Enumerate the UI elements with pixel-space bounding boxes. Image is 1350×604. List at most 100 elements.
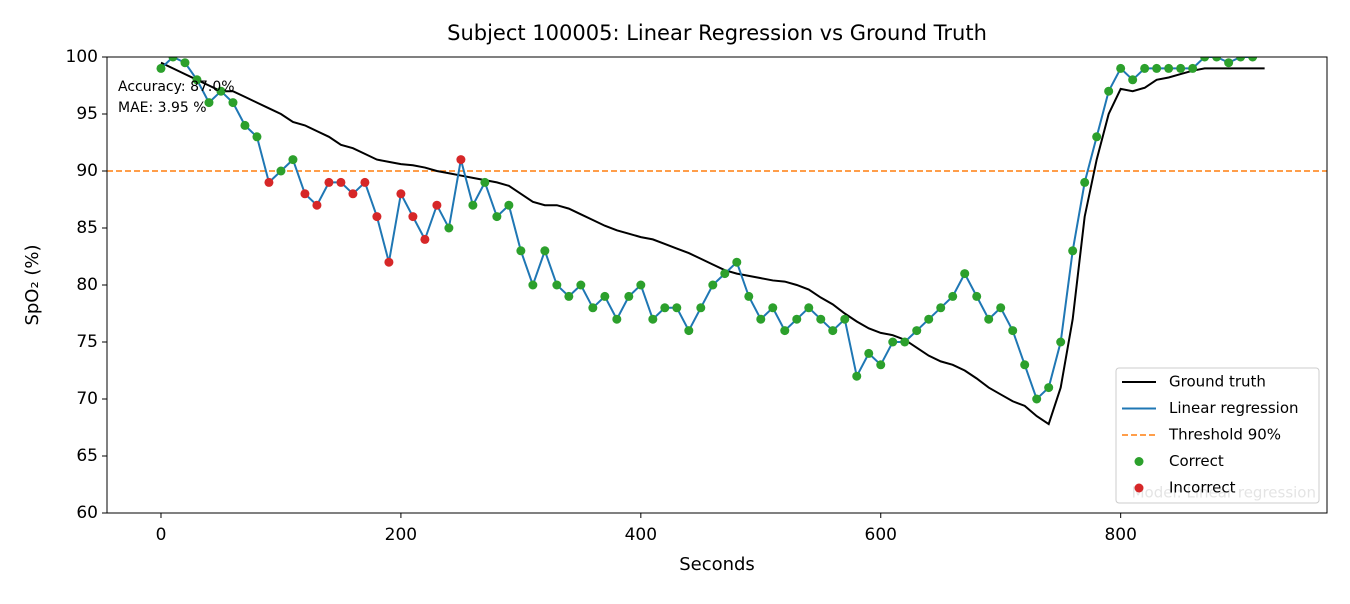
scatter-point [1224,58,1234,68]
scatter-point [1248,57,1258,62]
scatter-point [240,120,250,130]
scatter-point [756,314,766,324]
legend-label: Linear regression [1169,399,1299,417]
scatter-point [468,200,478,210]
scatter-point [1140,63,1150,73]
y-axis-label: SpO₂ (%) [22,244,43,325]
scatter-point [1152,63,1162,73]
x-tick-label: 200 [385,525,417,545]
scatter-point [1164,63,1174,73]
scatter-point [456,155,466,165]
y-tick-label: 85 [76,218,98,238]
scatter-point [912,326,922,336]
scatter-point [972,291,982,301]
scatter-point [1044,383,1054,393]
y-tick-label: 70 [76,389,98,409]
scatter-point [336,177,346,187]
chart-title: Subject 100005: Linear Regression vs Gro… [447,21,987,45]
scatter-point [864,348,874,358]
scatter-point [816,314,826,324]
scatter-point [1068,246,1078,256]
y-tick-label: 65 [76,446,98,466]
x-tick-label: 600 [865,525,897,545]
scatter-point [168,57,178,62]
scatter-point [1200,57,1210,62]
scatter-point [480,177,490,187]
x-tick-label: 400 [625,525,657,545]
scatter-point [552,280,562,290]
scatter-point [600,291,610,301]
scatter-point [216,86,226,96]
axes: 0 200 400 600 800 60 65 70 75 80 85 90 95 100 Accuracy… [66,47,1328,545]
scatter-point [960,269,970,279]
annotation: Accuracy: 87.0% [118,79,235,95]
annotation: MAE: 3.95 % [118,100,207,116]
scatter-point [300,189,310,199]
scatter-point [252,132,262,142]
scatter-point [360,177,370,187]
legend-label: Correct [1169,452,1224,470]
series-line [160,61,1265,426]
scatter-point [768,303,778,313]
scatter-point [564,291,574,301]
scatter-point [876,360,886,370]
scatter-point [948,291,958,301]
y-tick-label: 80 [76,275,98,295]
scatter-point [264,177,274,187]
y-tick-label: 60 [76,503,98,523]
scatter-point [372,212,382,222]
scatter-point [1008,326,1018,336]
legend-label: Ground truth [1169,373,1266,391]
scatter-point [444,223,454,233]
scatter-point [204,98,214,108]
scatter-point [432,200,442,210]
scatter-point [312,200,322,210]
scatter-point [900,337,910,347]
scatter-point [192,75,202,85]
scatter-point [348,189,358,199]
scatter-point [1104,86,1114,96]
scatter-point [732,257,742,267]
scatter-point [156,63,166,73]
scatter-point [504,200,514,210]
scatter-point [276,166,286,176]
scatter-point [984,314,994,324]
scatter-point [1092,132,1102,142]
y-tick-label: 95 [76,104,98,124]
scatter-point [696,303,706,313]
scatter-point [180,58,190,68]
y-tick-label: 100 [66,47,98,67]
x-axis-label: Seconds [679,554,755,575]
scatter-point [528,280,538,290]
scatter-point [996,303,1006,313]
scatter-point [636,280,646,290]
x-tick-label: 800 [1104,525,1136,545]
scatter-point [840,314,850,324]
y-tick-label: 90 [76,161,98,181]
scatter-point [792,314,802,324]
scatter-point [588,303,598,313]
legend-box [1115,367,1320,504]
legend-label: Threshold 90% [1168,426,1281,444]
scatter-point [708,280,718,290]
scatter-point [828,326,838,336]
scatter-point [924,314,934,324]
scatter-point [888,337,898,347]
scatter-point [1212,57,1222,62]
scatter-point [672,303,682,313]
x-tick-label: 0 [156,525,167,545]
scatter-point [540,246,550,256]
plot-area [107,57,1327,426]
scatter-point [1020,360,1030,370]
legend-marker [1134,483,1144,493]
scatter-point [324,177,334,187]
legend-marker [1134,457,1144,466]
scatter-point [408,212,418,222]
scatter-point [1116,63,1126,73]
scatter-point [720,269,730,279]
scatter-point [492,212,502,222]
scatter-point [1032,394,1042,404]
legend-label: Incorrect [1169,479,1236,497]
scatter-point [648,314,658,324]
